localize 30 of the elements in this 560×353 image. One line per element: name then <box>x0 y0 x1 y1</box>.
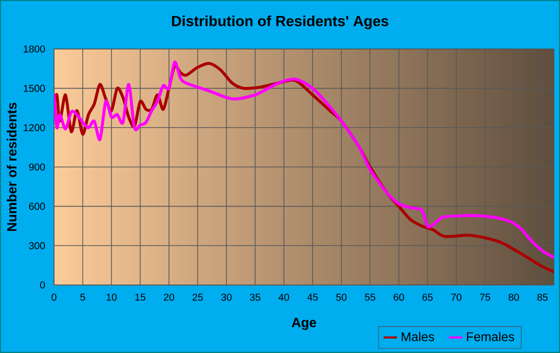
x-tick-label: 5 <box>80 294 86 301</box>
x-tick-label: 45 <box>307 294 318 301</box>
x-tick-label: 80 <box>508 294 519 301</box>
x-tick-label: 0 <box>52 294 56 301</box>
x-tick-label: 40 <box>278 294 290 301</box>
y-tick-label: 1800 <box>24 45 45 53</box>
x-tick-label: 85 <box>537 294 548 301</box>
y-axis-title: Number of residents <box>6 102 17 231</box>
y-tick-label: 1200 <box>24 124 45 132</box>
x-tick-label: 35 <box>250 294 260 301</box>
x-tick-label: 10 <box>106 294 117 301</box>
x-tick-label: 50 <box>336 294 347 301</box>
y-tick-label: 300 <box>28 242 45 250</box>
y-tick-label: 900 <box>29 163 45 171</box>
x-tick-label: 65 <box>422 294 433 301</box>
x-axis-title: Age <box>292 318 316 330</box>
y-tick-label: 0 <box>40 281 45 289</box>
x-tick-label: 20 <box>164 294 174 301</box>
x-tick-label: 30 <box>221 294 232 301</box>
legend-label: Males <box>402 332 434 342</box>
x-tick-label: 70 <box>451 294 462 301</box>
legend-label: Females <box>467 332 514 342</box>
y-tick-label: 1500 <box>24 84 45 92</box>
chart-title: Distribution of Residents' Ages <box>172 15 388 30</box>
x-tick-label: 55 <box>364 294 376 301</box>
x-tick-label: 60 <box>394 294 404 301</box>
x-tick-label: 75 <box>480 294 490 301</box>
x-tick-label: 25 <box>192 294 203 301</box>
y-tick-label: 600 <box>29 202 45 210</box>
x-tick-label: 15 <box>135 294 146 301</box>
